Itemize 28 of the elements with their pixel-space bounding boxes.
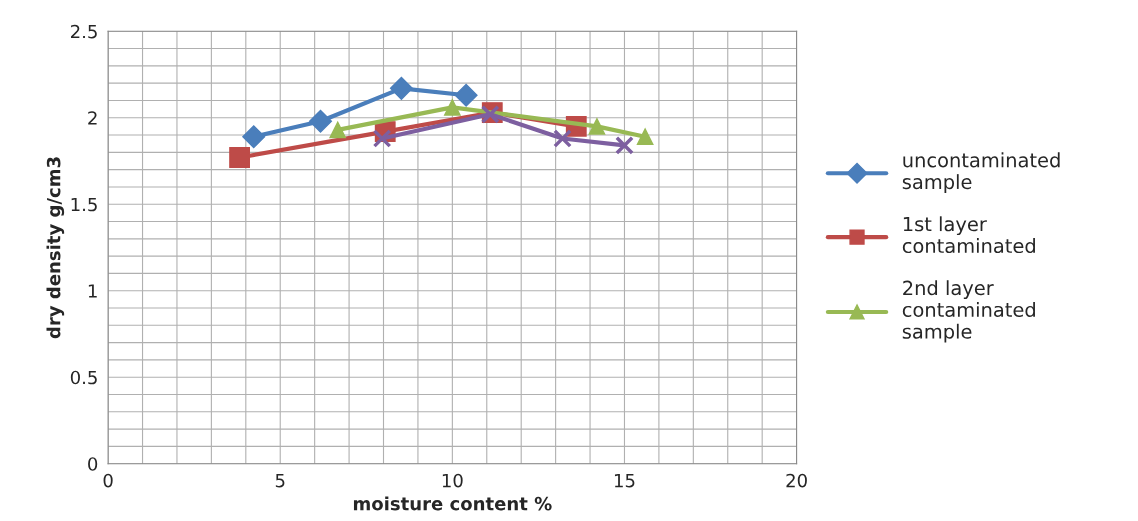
point xyxy=(229,147,251,168)
point xyxy=(636,128,654,146)
legend-label: uncontaminated sample xyxy=(902,152,1060,193)
legend-label: 2nd layer contaminated sample xyxy=(902,280,1035,343)
x-tick-label: 20 xyxy=(786,473,807,488)
x-tick-label: 10 xyxy=(442,473,463,488)
legend-label: 1st layer contaminated xyxy=(902,216,1035,254)
point xyxy=(588,118,606,135)
x-tick-label: 15 xyxy=(614,473,635,488)
y-tick-label: 1 xyxy=(88,284,97,298)
point xyxy=(329,121,347,139)
y-tick-label: 1.5 xyxy=(71,197,97,212)
y-tick-label: 0.5 xyxy=(70,370,97,385)
y-tick-label: 2.5 xyxy=(71,24,97,39)
x-tick-label: 5 xyxy=(275,473,285,488)
point xyxy=(242,125,266,149)
x-tick-label: 0 xyxy=(103,473,113,488)
y-tick-label: 2 xyxy=(88,111,97,125)
point xyxy=(372,129,392,148)
point xyxy=(444,99,461,116)
point xyxy=(553,129,572,148)
y-axis-title: dry density g/cm3 xyxy=(46,157,65,339)
point xyxy=(389,76,413,100)
point xyxy=(309,109,333,133)
point xyxy=(615,136,634,155)
y-tick-label: 0 xyxy=(88,457,98,471)
point xyxy=(454,83,478,107)
x-axis-title: moisture content % xyxy=(353,496,552,511)
